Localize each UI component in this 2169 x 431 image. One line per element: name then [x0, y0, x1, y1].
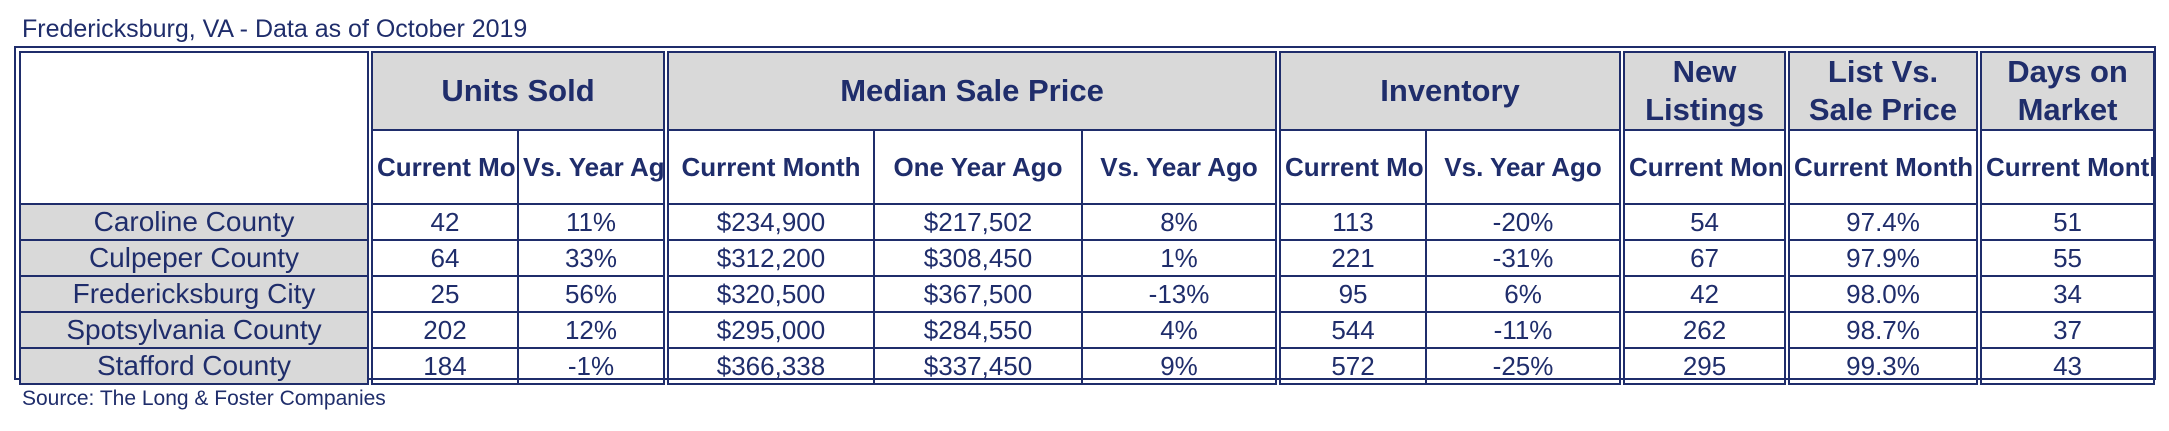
- units-vs-year-cell: 56%: [517, 275, 669, 313]
- median-price-cell: $312,200: [663, 239, 875, 277]
- group-header-inventory: Inventory: [1275, 51, 1626, 131]
- market-data-table-frame: Units Sold Median Sale Price Inventory N…: [14, 46, 2156, 385]
- row-label: Caroline County: [19, 203, 373, 241]
- median-price-vs-year-cell: 8%: [1080, 203, 1282, 241]
- sub-header-list-vs-sale-current: Current Month: [1784, 129, 1983, 205]
- median-price-vs-year-cell: 1%: [1080, 239, 1282, 277]
- median-price-year-ago-cell: $367,500: [873, 275, 1083, 313]
- median-price-vs-year-cell: 4%: [1080, 311, 1282, 349]
- median-price-year-ago-cell: $308,450: [873, 239, 1083, 277]
- inventory-vs-year-cell: -20%: [1425, 203, 1626, 241]
- days-on-market-cell: 37: [1976, 311, 2156, 349]
- row-label: Spotsylvania County: [19, 311, 373, 349]
- median-price-cell: $234,900: [663, 203, 875, 241]
- sub-header-row: Current Month Vs. Year Ago Current Month…: [20, 129, 2156, 205]
- units-vs-year-cell: -1%: [517, 347, 669, 385]
- median-price-year-ago-cell: $217,502: [873, 203, 1083, 241]
- source-note: Source: The Long & Foster Companies: [22, 387, 386, 410]
- row-label: Stafford County: [19, 347, 373, 385]
- new-listings-cell: 262: [1619, 311, 1791, 349]
- median-price-year-ago-cell: $337,450: [873, 347, 1083, 385]
- days-on-market-cell: 34: [1976, 275, 2156, 313]
- days-on-market-cell: 43: [1976, 347, 2156, 385]
- median-price-cell: $320,500: [663, 275, 875, 313]
- row-label: Culpeper County: [19, 239, 373, 277]
- median-price-cell: $295,000: [663, 311, 875, 349]
- units-sold-cell: 42: [367, 203, 519, 241]
- market-data-table: Units Sold Median Sale Price Inventory N…: [19, 51, 2156, 385]
- units-sold-cell: 202: [367, 311, 519, 349]
- units-vs-year-cell: 11%: [517, 203, 669, 241]
- list-vs-sale-cell: 98.7%: [1784, 311, 1983, 349]
- days-on-market-cell: 51: [1976, 203, 2156, 241]
- table-row: Caroline County 42 11% $234,900 $217,502…: [19, 203, 2156, 241]
- sub-header-inventory-current: Current Month: [1275, 129, 1428, 205]
- inventory-vs-year-cell: 6%: [1425, 275, 1626, 313]
- table-row: Fredericksburg City 25 56% $320,500 $367…: [19, 275, 2156, 313]
- table-row: Spotsylvania County 202 12% $295,000 $28…: [19, 311, 2156, 349]
- new-listings-cell: 295: [1619, 347, 1791, 385]
- units-sold-cell: 25: [367, 275, 519, 313]
- table-caption: Fredericksburg, VA - Data as of October …: [22, 15, 528, 43]
- units-vs-year-cell: 33%: [517, 239, 669, 277]
- sub-header-days-on-market-current: Current Month: [1976, 129, 2156, 205]
- median-price-vs-year-cell: -13%: [1080, 275, 1282, 313]
- list-vs-sale-cell: 97.4%: [1784, 203, 1983, 241]
- inventory-cell: 544: [1275, 311, 1428, 349]
- sub-header-price-current: Current Month: [663, 129, 875, 205]
- new-listings-cell: 67: [1619, 239, 1791, 277]
- units-sold-cell: 184: [367, 347, 519, 385]
- inventory-vs-year-cell: -31%: [1425, 239, 1626, 277]
- group-header-row: Units Sold Median Sale Price Inventory N…: [19, 51, 2156, 205]
- inventory-cell: 113: [1275, 203, 1428, 241]
- inventory-vs-year-cell: -11%: [1425, 311, 1626, 349]
- sub-header-new-listings-current: Current Month: [1619, 129, 1791, 205]
- new-listings-cell: 54: [1619, 203, 1791, 241]
- sub-header-units-current: Current Month: [367, 129, 519, 205]
- row-label: Fredericksburg City: [19, 275, 373, 313]
- median-price-year-ago-cell: $284,550: [873, 311, 1083, 349]
- units-sold-cell: 64: [367, 239, 519, 277]
- median-price-vs-year-cell: 9%: [1080, 347, 1282, 385]
- table-row: Stafford County 184 -1% $366,338 $337,45…: [19, 347, 2156, 385]
- sub-header-price-vs-year: Vs. Year Ago: [1080, 129, 1282, 205]
- sub-header-price-year-ago: One Year Ago: [873, 129, 1083, 205]
- group-header-new-listings: New Listings: [1619, 51, 1791, 131]
- sub-header-units-vs-year: Vs. Year Ago: [517, 129, 669, 205]
- inventory-cell: 95: [1275, 275, 1428, 313]
- units-vs-year-cell: 12%: [517, 311, 669, 349]
- list-vs-sale-cell: 98.0%: [1784, 275, 1983, 313]
- group-header-list-vs-sale: List Vs. Sale Price: [1784, 51, 1983, 131]
- group-header-units-sold: Units Sold: [367, 51, 669, 131]
- median-price-cell: $366,338: [663, 347, 875, 385]
- days-on-market-cell: 55: [1976, 239, 2156, 277]
- sub-header-inventory-vs-year: Vs. Year Ago: [1425, 129, 1626, 205]
- inventory-cell: 221: [1275, 239, 1428, 277]
- inventory-vs-year-cell: -25%: [1425, 347, 1626, 385]
- table-row: Culpeper County 64 33% $312,200 $308,450…: [19, 239, 2156, 277]
- new-listings-cell: 42: [1619, 275, 1791, 313]
- group-header-days-on-market: Days on Market: [1976, 51, 2156, 131]
- group-header-median-sale-price: Median Sale Price: [662, 51, 1282, 131]
- corner-cell: [19, 51, 373, 205]
- inventory-cell: 572: [1275, 347, 1428, 385]
- list-vs-sale-cell: 99.3%: [1784, 347, 1983, 385]
- list-vs-sale-cell: 97.9%: [1784, 239, 1983, 277]
